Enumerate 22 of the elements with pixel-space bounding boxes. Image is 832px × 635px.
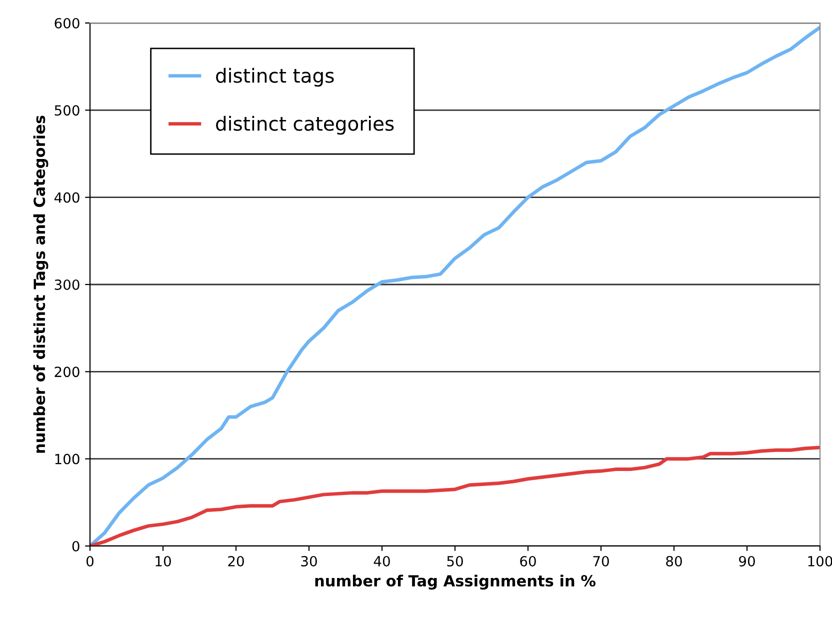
legend-label: distinct categories xyxy=(216,116,394,135)
x-tick-label: 40 xyxy=(374,556,390,566)
legend-label: distinct tags xyxy=(216,68,334,87)
y-tick-label: 400 xyxy=(54,192,80,203)
x-tick-label: 50 xyxy=(447,556,463,566)
x-tick-label: 30 xyxy=(301,556,317,566)
x-tick-label: 60 xyxy=(520,556,536,566)
x-tick-label: 70 xyxy=(593,556,609,566)
y-tick-label: 100 xyxy=(55,454,80,464)
x-tick-label: 100 xyxy=(808,556,832,566)
x-tick-label: 10 xyxy=(156,556,171,566)
x-tick-label: 90 xyxy=(739,556,755,566)
y-tick-label: 200 xyxy=(54,366,80,378)
x-tick-label: 80 xyxy=(666,556,682,566)
y-tick-label: 300 xyxy=(54,279,80,290)
y-tick-label: 500 xyxy=(54,105,80,116)
x-tick-label: 0 xyxy=(86,556,94,566)
x-tick-label: 20 xyxy=(228,556,244,566)
y-tick-label: 0 xyxy=(72,540,80,552)
y-axis-title: number of distinct Tags and Categories xyxy=(33,116,48,453)
x-axis-title: number of Tag Assignments in % xyxy=(315,574,596,590)
y-tick-label: 600 xyxy=(54,18,80,28)
